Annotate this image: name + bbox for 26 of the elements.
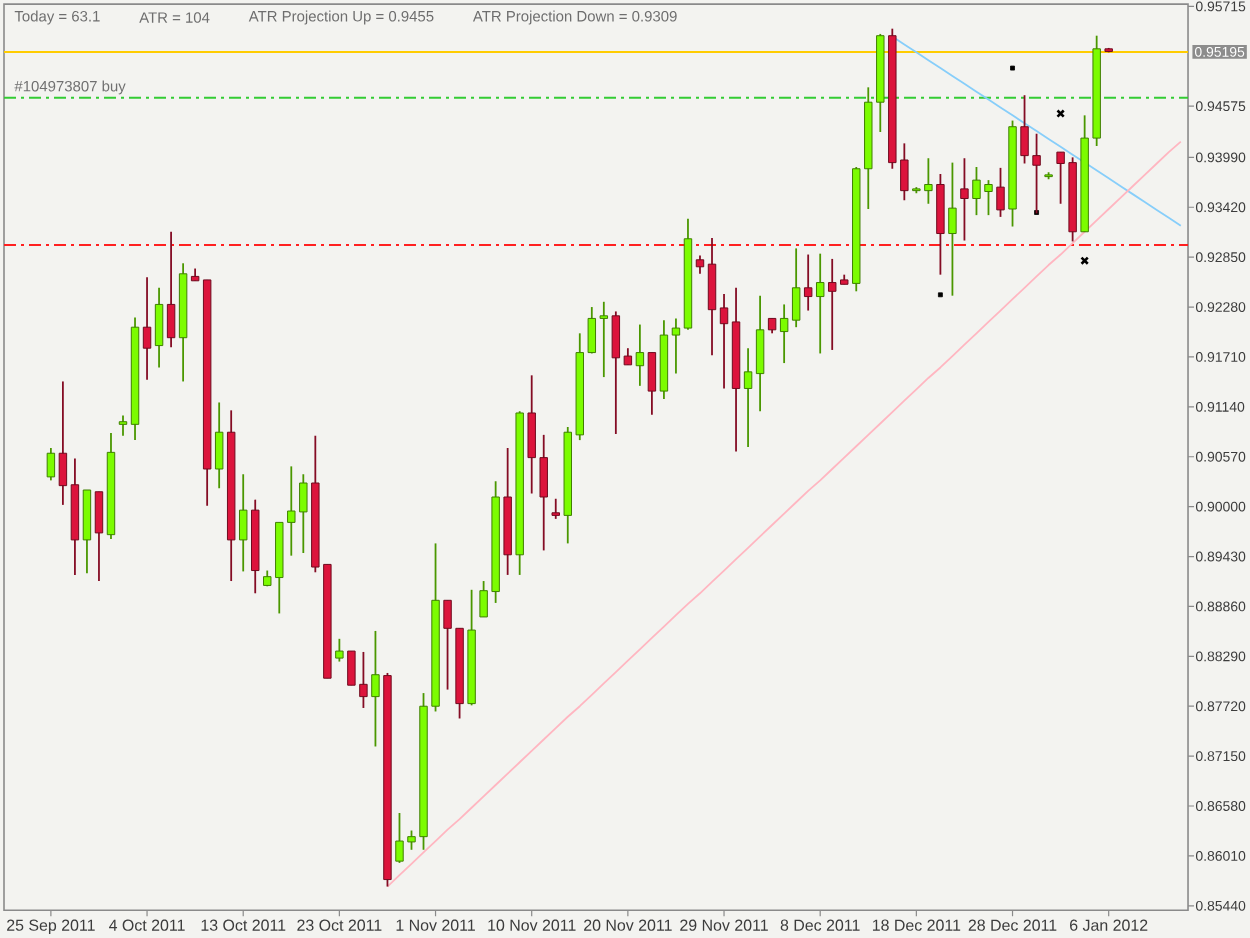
candlestick	[671, 317, 681, 375]
candlestick	[960, 157, 969, 242]
candlestick	[214, 401, 224, 490]
candlestick	[707, 237, 717, 357]
candlestick	[647, 351, 657, 416]
candlestick	[118, 414, 128, 437]
candlestick	[815, 252, 825, 355]
candlestick	[635, 323, 645, 387]
candlestick	[551, 497, 560, 520]
candlestick	[142, 276, 152, 381]
candlestick	[743, 347, 753, 449]
candlestick	[46, 447, 56, 482]
candlestick	[238, 473, 248, 573]
candlestick	[58, 380, 68, 506]
candlestick	[719, 293, 729, 390]
candlestick	[803, 253, 813, 312]
candlestick	[948, 161, 957, 297]
candlestick	[166, 230, 176, 349]
candlestick	[335, 637, 344, 663]
candlestick	[996, 166, 1005, 218]
candlestick	[94, 490, 104, 582]
candlestick	[371, 630, 380, 748]
line-series	[386, 140, 1182, 888]
candlestick	[154, 286, 164, 369]
candlestick	[755, 294, 765, 413]
candlestick	[695, 254, 705, 275]
